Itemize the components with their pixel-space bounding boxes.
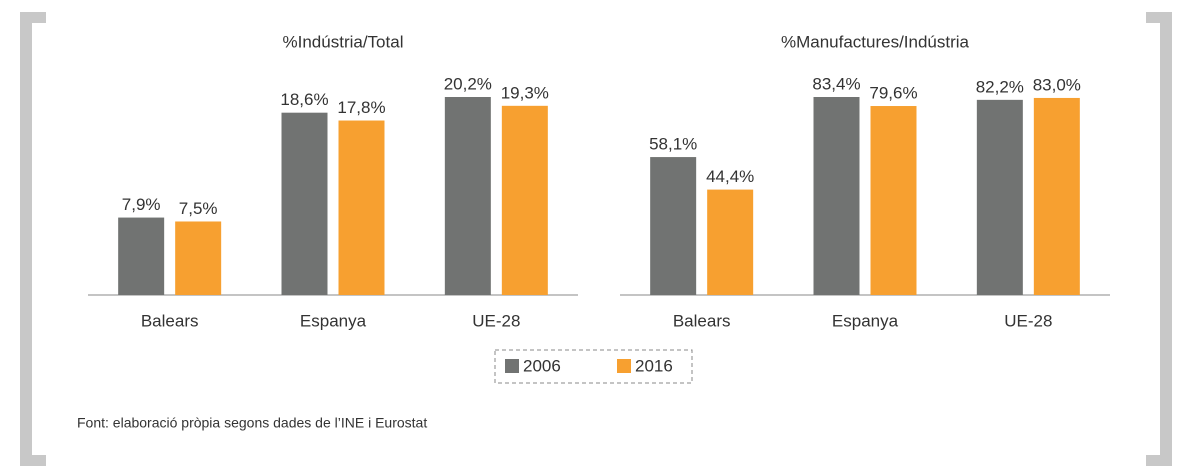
bar: [976, 99, 1023, 295]
x-tick-label: Espanya: [832, 311, 899, 330]
source: Font: elaboració pròpia segons dades de …: [77, 415, 427, 431]
data-label: 7,5%: [179, 199, 218, 218]
bar: [175, 221, 222, 295]
legend-label: 2006: [523, 356, 561, 375]
legend-label: 2016: [635, 356, 673, 375]
frame-right: [1160, 12, 1172, 466]
x-tick-label: UE-28: [1004, 311, 1052, 330]
frame-left-top: [20, 12, 46, 23]
data-label: 79,6%: [869, 84, 917, 103]
bar: [118, 217, 165, 295]
frame-left: [20, 12, 32, 466]
frame-right-bottom: [1146, 455, 1172, 466]
legend-swatch: [505, 359, 519, 373]
data-label: 20,2%: [444, 74, 492, 93]
x-tick-label: UE-28: [472, 311, 520, 330]
bar: [444, 97, 491, 295]
frame-left-bottom: [20, 455, 46, 466]
frame: [20, 12, 1172, 466]
x-tick-label: Espanya: [300, 311, 367, 330]
data-label: 83,4%: [812, 74, 860, 93]
data-label: 82,2%: [976, 77, 1024, 96]
bar: [1033, 97, 1080, 295]
chart-title: %Manufactures/Indústria: [781, 32, 970, 51]
data-label: 18,6%: [280, 90, 328, 109]
bar: [338, 120, 385, 295]
bar: [813, 97, 860, 295]
frame-right-top: [1146, 12, 1172, 23]
bar: [501, 105, 548, 296]
data-label: 17,8%: [337, 98, 385, 117]
bar: [650, 157, 697, 295]
data-label: 7,9%: [122, 195, 161, 214]
bar: [707, 189, 754, 295]
x-tick-label: Balears: [141, 311, 199, 330]
chart-title: %Indústria/Total: [283, 32, 404, 51]
legend-box: [494, 349, 693, 384]
data-label: 19,3%: [501, 83, 549, 102]
data-label: 44,4%: [706, 167, 754, 186]
x-tick-label: Balears: [673, 311, 731, 330]
bar: [870, 106, 917, 296]
data-label: 58,1%: [649, 135, 697, 154]
bar: [281, 112, 328, 295]
data-label: 83,0%: [1033, 75, 1081, 94]
legend-swatch: [617, 359, 631, 373]
